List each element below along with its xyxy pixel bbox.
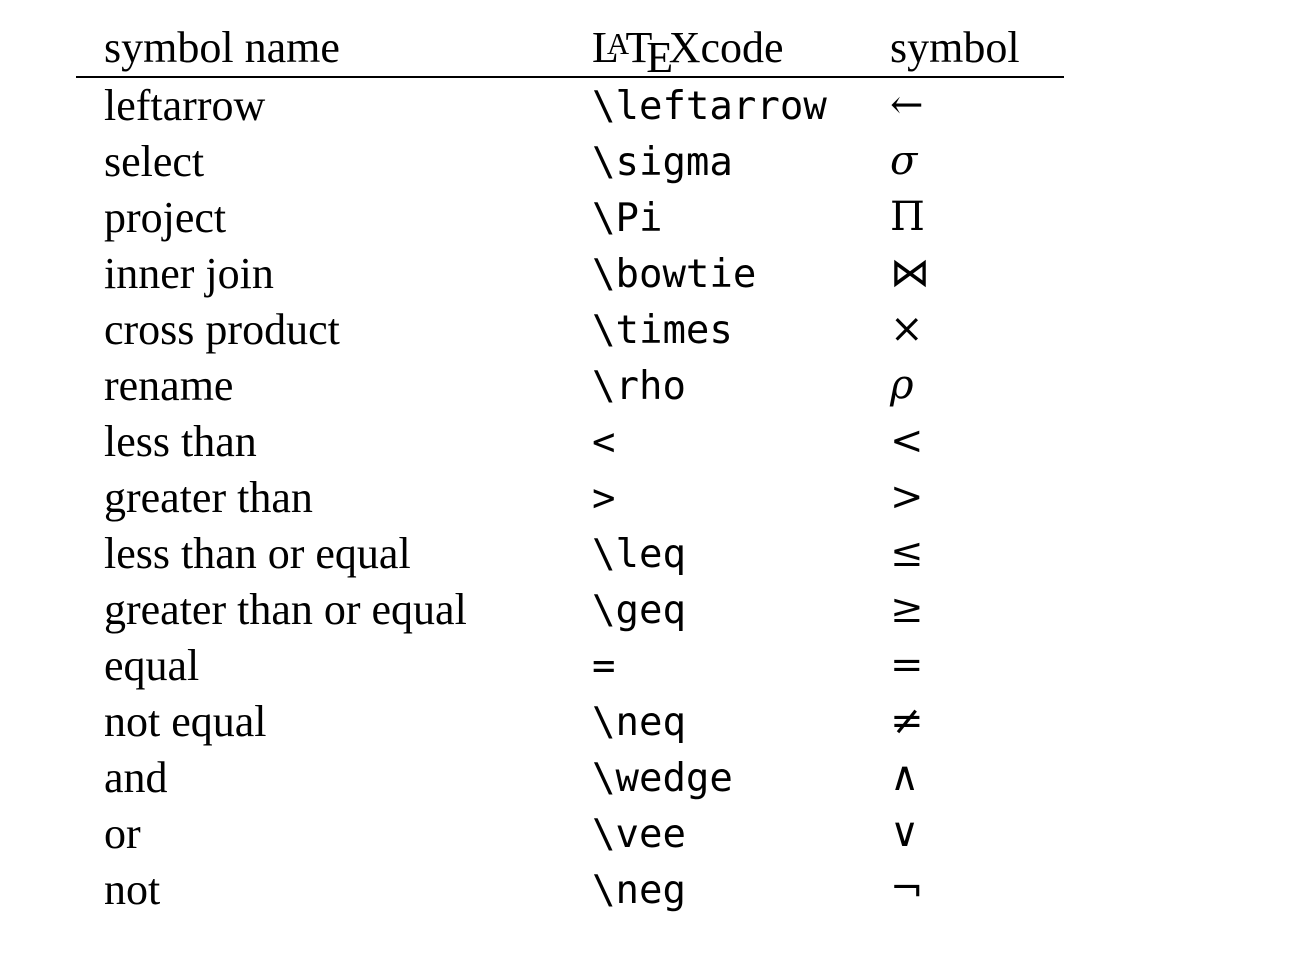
latex-code-cell: \leftarrow <box>592 84 827 129</box>
table-row: rename \rho ρ <box>76 358 1064 414</box>
symbol-cell: ¬ <box>890 866 924 912</box>
latex-code-cell: \wedge <box>592 756 733 801</box>
latex-code-cell: \vee <box>592 812 686 857</box>
latex-logo: LATEX <box>592 23 701 82</box>
header-symbol-name: symbol name <box>104 23 340 72</box>
table-row: or \vee ∨ <box>76 806 1064 862</box>
table-row: and \wedge ∧ <box>76 750 1064 806</box>
symbol-cell: ⋈ <box>890 250 930 296</box>
latex-code-cell: \leq <box>592 532 686 577</box>
symbol-name-cell: not <box>104 865 161 914</box>
header-code-suffix: code <box>700 23 784 72</box>
latex-code-cell: \times <box>592 308 733 353</box>
header-symbol: symbol <box>890 23 1020 72</box>
symbol-name-cell: greater than or equal <box>104 585 467 634</box>
table-row: less than or equal \leq ≤ <box>76 526 1064 582</box>
symbol-cell: < <box>890 418 924 464</box>
table-row: select \sigma σ <box>76 134 1064 190</box>
symbol-cell: × <box>890 306 924 352</box>
table-body: leftarrow \leftarrow ← select \sigma σ p… <box>76 78 1064 918</box>
table-row: less than < < <box>76 414 1064 470</box>
symbol-name-cell: cross product <box>104 305 340 354</box>
table-row: inner join \bowtie ⋈ <box>76 246 1064 302</box>
symbol-name-cell: greater than <box>104 473 313 522</box>
latex-code-cell: \rho <box>592 364 686 409</box>
header-latex-code: LATEXcode <box>592 26 784 80</box>
latex-symbol-table: symbol name LATEXcode symbol leftarrow \… <box>76 18 1064 918</box>
latex-code-cell: \geq <box>592 588 686 633</box>
table-row: not equal \neq ≠ <box>76 694 1064 750</box>
table-row: cross product \times × <box>76 302 1064 358</box>
symbol-cell: ← <box>890 82 924 128</box>
symbol-cell: = <box>890 642 924 688</box>
latex-code-cell: \neq <box>592 700 686 745</box>
table-row: greater than > > <box>76 470 1064 526</box>
table-row: leftarrow \leftarrow ← <box>76 78 1064 134</box>
latex-code-cell: \neg <box>592 868 686 913</box>
table-row: project \Pi Π <box>76 190 1064 246</box>
symbol-cell: ≥ <box>890 586 924 632</box>
symbol-cell: ≠ <box>890 698 924 744</box>
table-row: greater than or equal \geq ≥ <box>76 582 1064 638</box>
latex-code-cell: \sigma <box>592 140 733 185</box>
symbol-cell: ∨ <box>890 810 920 856</box>
symbol-name-cell: project <box>104 193 227 242</box>
latex-code-cell: > <box>592 476 616 521</box>
symbol-cell: ρ <box>890 362 914 408</box>
table-row: equal = = <box>76 638 1064 694</box>
symbol-name-cell: less than <box>104 417 257 466</box>
symbol-name-cell: inner join <box>104 249 274 298</box>
symbol-cell: > <box>890 474 924 520</box>
table-row: not \neg ¬ <box>76 862 1064 918</box>
table-header: symbol name LATEXcode symbol <box>76 18 1064 80</box>
symbol-name-cell: not equal <box>104 697 267 746</box>
latex-code-cell: < <box>592 420 616 465</box>
symbol-name-cell: less than or equal <box>104 529 411 578</box>
symbol-name-cell: select <box>104 137 205 186</box>
latex-code-cell: \bowtie <box>592 252 757 297</box>
symbol-cell: Π <box>890 194 925 240</box>
symbol-name-cell: leftarrow <box>104 81 266 130</box>
symbol-name-cell: equal <box>104 641 200 690</box>
symbol-name-cell: rename <box>104 361 234 410</box>
latex-code-cell: = <box>592 644 616 689</box>
symbol-cell: ∧ <box>890 754 920 800</box>
symbol-cell: σ <box>890 138 918 184</box>
symbol-cell: ≤ <box>890 530 924 576</box>
latex-code-cell: \Pi <box>592 196 663 241</box>
symbol-name-cell: and <box>104 753 168 802</box>
symbol-name-cell: or <box>104 809 141 858</box>
